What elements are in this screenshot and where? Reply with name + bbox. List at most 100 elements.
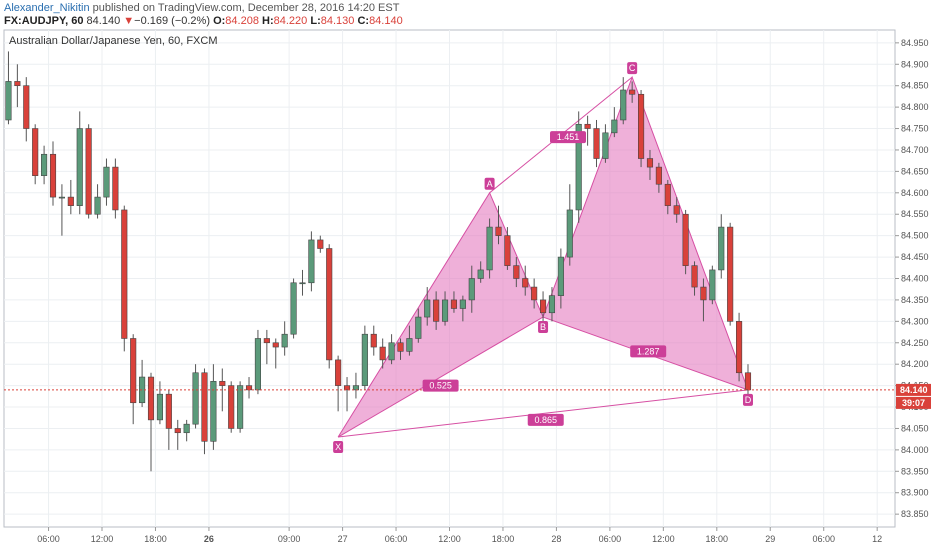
- time-axis[interactable]: 06:00 12:00 18:00 26 09:00 27 06:00 12:00 18:00 2…: [37, 527, 882, 544]
- candle-body: [531, 286, 538, 301]
- candle: [441, 291, 449, 326]
- candle-body: [548, 295, 556, 314]
- x-tick-label: 27: [338, 534, 348, 544]
- candle-body: [281, 333, 288, 348]
- open-label: O:: [213, 15, 226, 27]
- high-label: H:: [262, 15, 274, 27]
- candle: [691, 261, 698, 296]
- candles: [5, 51, 752, 472]
- down-arrow-icon: ▼: [123, 15, 135, 27]
- candle-body: [237, 385, 244, 429]
- candle-body: [504, 235, 511, 266]
- candle-body: [682, 213, 689, 266]
- candle-body: [450, 299, 458, 309]
- candle-body: [85, 128, 92, 215]
- candle: [629, 81, 636, 103]
- candle: [210, 364, 217, 450]
- x-tick-label: 12:00: [438, 534, 461, 544]
- candle: [522, 265, 529, 296]
- pattern-point-box: [627, 62, 638, 75]
- candle-body: [477, 269, 484, 279]
- candle-body: [638, 93, 645, 159]
- price-axis[interactable]: 84.950 84.900 84.850 84.800 84.750 84.700 84.6…: [895, 38, 929, 519]
- candle: [477, 261, 484, 283]
- y-tick-label: 84.500: [901, 231, 929, 241]
- candle: [566, 184, 573, 266]
- pattern-point-label: B: [540, 322, 546, 332]
- candle-body: [290, 282, 297, 335]
- pattern-line-xd: [338, 389, 749, 438]
- candle: [646, 149, 654, 180]
- candle-body: [718, 226, 725, 271]
- ratio-label-box: [630, 345, 667, 358]
- candle: [468, 265, 475, 313]
- ratio-label-box: [550, 131, 587, 144]
- candle: [317, 235, 324, 253]
- candle-body: [326, 248, 333, 361]
- y-tick-label: 84.400: [901, 274, 929, 284]
- candle-body: [691, 265, 698, 288]
- candle: [727, 222, 734, 326]
- candle: [406, 325, 413, 356]
- candle: [32, 124, 39, 185]
- pattern-point-label: X: [335, 442, 341, 452]
- candle-body: [165, 393, 172, 429]
- candle: [299, 269, 306, 296]
- y-tick-label: 84.600: [901, 188, 929, 198]
- x-tick-label: 06:00: [599, 534, 622, 544]
- x-tick-label: 12: [872, 534, 882, 544]
- candle-body: [272, 342, 279, 348]
- candle-body: [14, 81, 21, 86]
- candle: [575, 111, 582, 223]
- candle: [486, 218, 493, 279]
- candle: [744, 364, 752, 395]
- candle: [130, 334, 137, 425]
- candle-body: [433, 299, 440, 322]
- candle: [58, 184, 65, 236]
- candle: [254, 329, 261, 395]
- x-tick-label: 18:00: [144, 534, 167, 544]
- candle-body: [192, 372, 199, 425]
- candle: [112, 158, 119, 219]
- candle: [700, 278, 707, 322]
- candle-body: [539, 299, 547, 314]
- candle: [94, 184, 101, 219]
- candle-body: [317, 239, 324, 249]
- candle: [343, 377, 351, 412]
- y-tick-label: 84.850: [901, 81, 929, 91]
- candle-body: [112, 166, 119, 211]
- candle-body: [522, 278, 529, 288]
- candle: [450, 291, 458, 313]
- candle: [388, 334, 395, 365]
- candle-body: [94, 196, 101, 215]
- candle-body: [602, 132, 609, 159]
- pattern-point-label: A: [487, 179, 493, 189]
- y-tick-label: 84.800: [901, 102, 929, 112]
- last-price-tag-text: 84.140: [900, 385, 928, 395]
- pattern-point-box: [333, 441, 344, 454]
- publish-info: Alexander_Nikitin published on TradingVi…: [4, 2, 399, 16]
- y-tick-label: 84.700: [901, 145, 929, 155]
- candle-body: [352, 385, 360, 391]
- y-tick-label: 84.300: [901, 316, 929, 326]
- candle-body: [566, 209, 573, 258]
- candle: [85, 124, 92, 219]
- x-tick-label: 06:00: [385, 534, 408, 544]
- candle-body: [620, 89, 627, 121]
- candle: [103, 158, 110, 206]
- candle: [424, 287, 431, 326]
- close-value: 84.140: [369, 15, 403, 27]
- candle: [281, 321, 288, 356]
- candle-body: [744, 372, 752, 391]
- author-link[interactable]: Alexander_Nikitin: [4, 2, 90, 14]
- candle-body: [415, 316, 422, 339]
- candle-body: [41, 153, 48, 176]
- y-tick-label: 84.250: [901, 338, 929, 348]
- ratio-label: 0.865: [534, 415, 557, 425]
- ohlc-legend: FX:AUDJPY, 60 84.140 ▼−0.169 (−0.2%) O:8…: [4, 15, 403, 29]
- candle: [165, 389, 172, 450]
- candle: [459, 295, 466, 322]
- candle-body: [103, 166, 110, 198]
- candle-body: [584, 123, 591, 129]
